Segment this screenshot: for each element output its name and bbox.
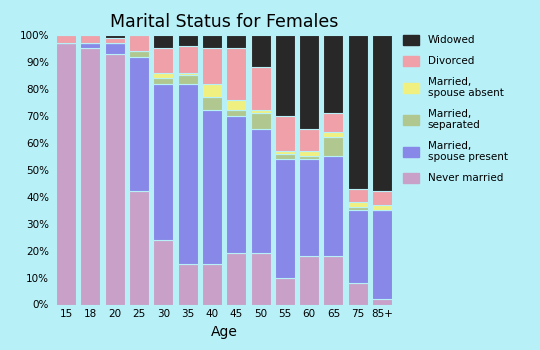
Bar [348,208,368,210]
Title: Marital Status for Females: Marital Status for Females [110,13,338,31]
Bar [323,256,343,304]
Bar [153,35,173,49]
Bar [202,264,222,304]
Bar [348,283,368,304]
Bar [299,130,319,151]
Bar [372,205,392,210]
Bar [153,73,173,78]
Bar [348,35,368,189]
Bar [202,84,222,97]
Bar [129,35,149,51]
Bar [323,138,343,156]
Bar [226,116,246,253]
Bar [178,84,198,264]
Bar [372,191,392,205]
Bar [275,35,295,116]
Bar [275,116,295,151]
Bar [372,35,392,191]
X-axis label: Age: Age [211,325,238,339]
Bar [178,264,198,304]
Bar [105,54,125,304]
Bar [323,156,343,256]
Bar [153,84,173,240]
Bar [275,159,295,278]
Bar [275,154,295,159]
Bar [299,151,319,156]
Bar [226,253,246,304]
Bar [129,191,149,304]
Bar [129,51,149,57]
Bar [323,132,343,138]
Bar [251,111,271,113]
Bar [178,73,198,76]
Bar [226,49,246,100]
Bar [275,151,295,154]
Bar [105,43,125,54]
Bar [226,111,246,116]
Bar [299,156,319,159]
Bar [80,49,100,304]
Bar [348,189,368,202]
Bar [348,210,368,283]
Bar [56,35,76,43]
Bar [105,38,125,43]
Bar [226,35,246,49]
Bar [202,111,222,264]
Bar [202,97,222,111]
Bar [153,78,173,84]
Bar [372,210,392,299]
Bar [275,278,295,304]
Bar [178,46,198,73]
Bar [226,100,246,111]
Bar [251,67,271,111]
Bar [80,35,100,43]
Bar [372,299,392,304]
Bar [323,113,343,132]
Bar [178,35,198,46]
Bar [299,159,319,256]
Bar [299,35,319,130]
Legend: Widowed, Divorced, Married,
spouse absent, Married,
separated, Married,
spouse p: Widowed, Divorced, Married, spouse absen… [403,35,508,183]
Bar [56,43,76,304]
Bar [251,253,271,304]
Bar [348,202,368,208]
Bar [129,57,149,191]
Bar [323,35,343,113]
Bar [251,35,271,67]
Bar [202,35,222,49]
Bar [105,35,125,38]
Bar [202,49,222,84]
Bar [299,256,319,304]
Bar [80,43,100,49]
Bar [153,240,173,304]
Bar [251,113,271,130]
Bar [153,49,173,73]
Bar [178,76,198,84]
Bar [251,129,271,253]
